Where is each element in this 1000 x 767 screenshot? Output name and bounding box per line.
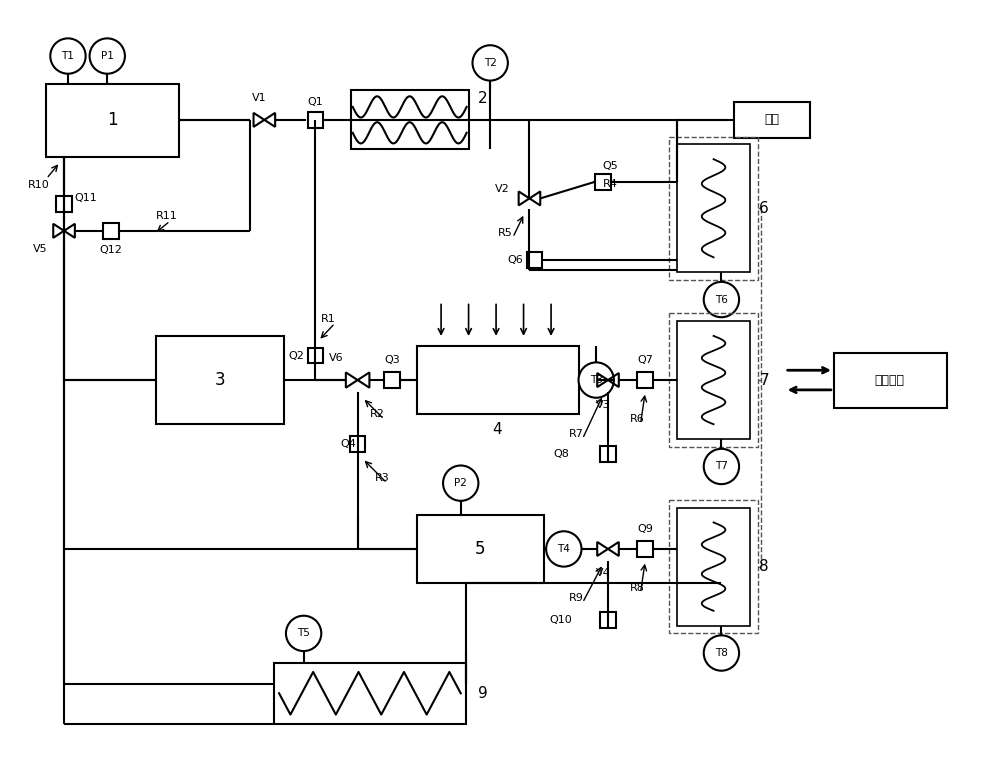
Text: R4: R4: [603, 179, 617, 189]
Text: 3: 3: [215, 371, 225, 389]
Bar: [103, 223, 119, 239]
Bar: [600, 612, 616, 627]
Text: R9: R9: [569, 593, 584, 603]
Circle shape: [704, 449, 739, 484]
Text: P2: P2: [454, 478, 467, 488]
Text: 工厂余热: 工厂余热: [875, 374, 905, 387]
Text: R11: R11: [156, 211, 178, 221]
Text: Q6: Q6: [508, 255, 524, 265]
Text: T7: T7: [715, 462, 728, 472]
Circle shape: [286, 616, 321, 651]
Circle shape: [90, 38, 125, 74]
Circle shape: [704, 635, 739, 670]
Bar: [274, 663, 466, 724]
Bar: [46, 84, 179, 157]
Text: R8: R8: [630, 583, 645, 593]
Text: Q9: Q9: [637, 525, 653, 535]
Bar: [56, 196, 72, 212]
Bar: [156, 336, 284, 424]
Text: Q1: Q1: [308, 97, 323, 107]
Text: Q3: Q3: [384, 355, 400, 365]
Circle shape: [546, 532, 581, 567]
Bar: [669, 313, 758, 447]
Circle shape: [473, 45, 508, 81]
Bar: [677, 508, 750, 626]
Text: T8: T8: [715, 648, 728, 658]
Circle shape: [704, 282, 739, 318]
Text: 2: 2: [478, 91, 487, 106]
Bar: [595, 174, 611, 189]
Text: Q10: Q10: [550, 614, 572, 624]
Text: T4: T4: [557, 544, 570, 554]
Bar: [417, 515, 544, 584]
Text: T3: T3: [590, 375, 603, 385]
Text: R3: R3: [375, 473, 390, 483]
Text: 4: 4: [493, 422, 502, 436]
Bar: [637, 372, 653, 388]
Bar: [734, 102, 810, 137]
Text: 1: 1: [107, 111, 118, 130]
Bar: [308, 112, 323, 128]
Text: R2: R2: [370, 410, 385, 420]
Text: V2: V2: [495, 183, 509, 193]
Bar: [384, 372, 400, 388]
Text: T2: T2: [484, 58, 497, 68]
Text: Q4: Q4: [341, 439, 357, 449]
Text: R10: R10: [28, 179, 49, 189]
Text: R5: R5: [498, 228, 512, 238]
Text: R6: R6: [630, 414, 645, 424]
Text: 9: 9: [478, 686, 488, 701]
Text: Q2: Q2: [289, 351, 305, 360]
Text: V4: V4: [596, 568, 610, 578]
Text: T1: T1: [62, 51, 74, 61]
Text: 6: 6: [759, 201, 769, 216]
Text: P1: P1: [101, 51, 114, 61]
Text: V3: V3: [596, 400, 610, 410]
Circle shape: [443, 466, 478, 501]
Text: 8: 8: [759, 559, 769, 574]
Text: 排走: 排走: [764, 114, 779, 127]
Bar: [834, 353, 947, 407]
Text: 5: 5: [475, 540, 486, 558]
Text: T6: T6: [715, 295, 728, 304]
Text: Q8: Q8: [553, 449, 569, 459]
Text: Q11: Q11: [74, 193, 97, 203]
Bar: [677, 144, 750, 272]
Text: R7: R7: [569, 429, 584, 439]
Bar: [669, 500, 758, 634]
Bar: [637, 541, 653, 557]
Text: V1: V1: [252, 94, 267, 104]
Bar: [308, 347, 323, 364]
Circle shape: [50, 38, 86, 74]
Bar: [351, 91, 469, 150]
Bar: [669, 137, 758, 280]
Bar: [677, 321, 750, 439]
Text: Q12: Q12: [100, 245, 123, 255]
Bar: [600, 446, 616, 462]
Text: V6: V6: [329, 354, 343, 364]
Bar: [350, 436, 365, 452]
Bar: [417, 346, 579, 414]
Circle shape: [579, 362, 614, 398]
Text: R1: R1: [321, 314, 336, 324]
Text: Q5: Q5: [602, 161, 618, 171]
Text: 7: 7: [759, 373, 769, 387]
Text: V5: V5: [33, 245, 48, 255]
Text: T5: T5: [297, 628, 310, 638]
Bar: [527, 252, 542, 268]
Text: Q7: Q7: [637, 355, 653, 365]
